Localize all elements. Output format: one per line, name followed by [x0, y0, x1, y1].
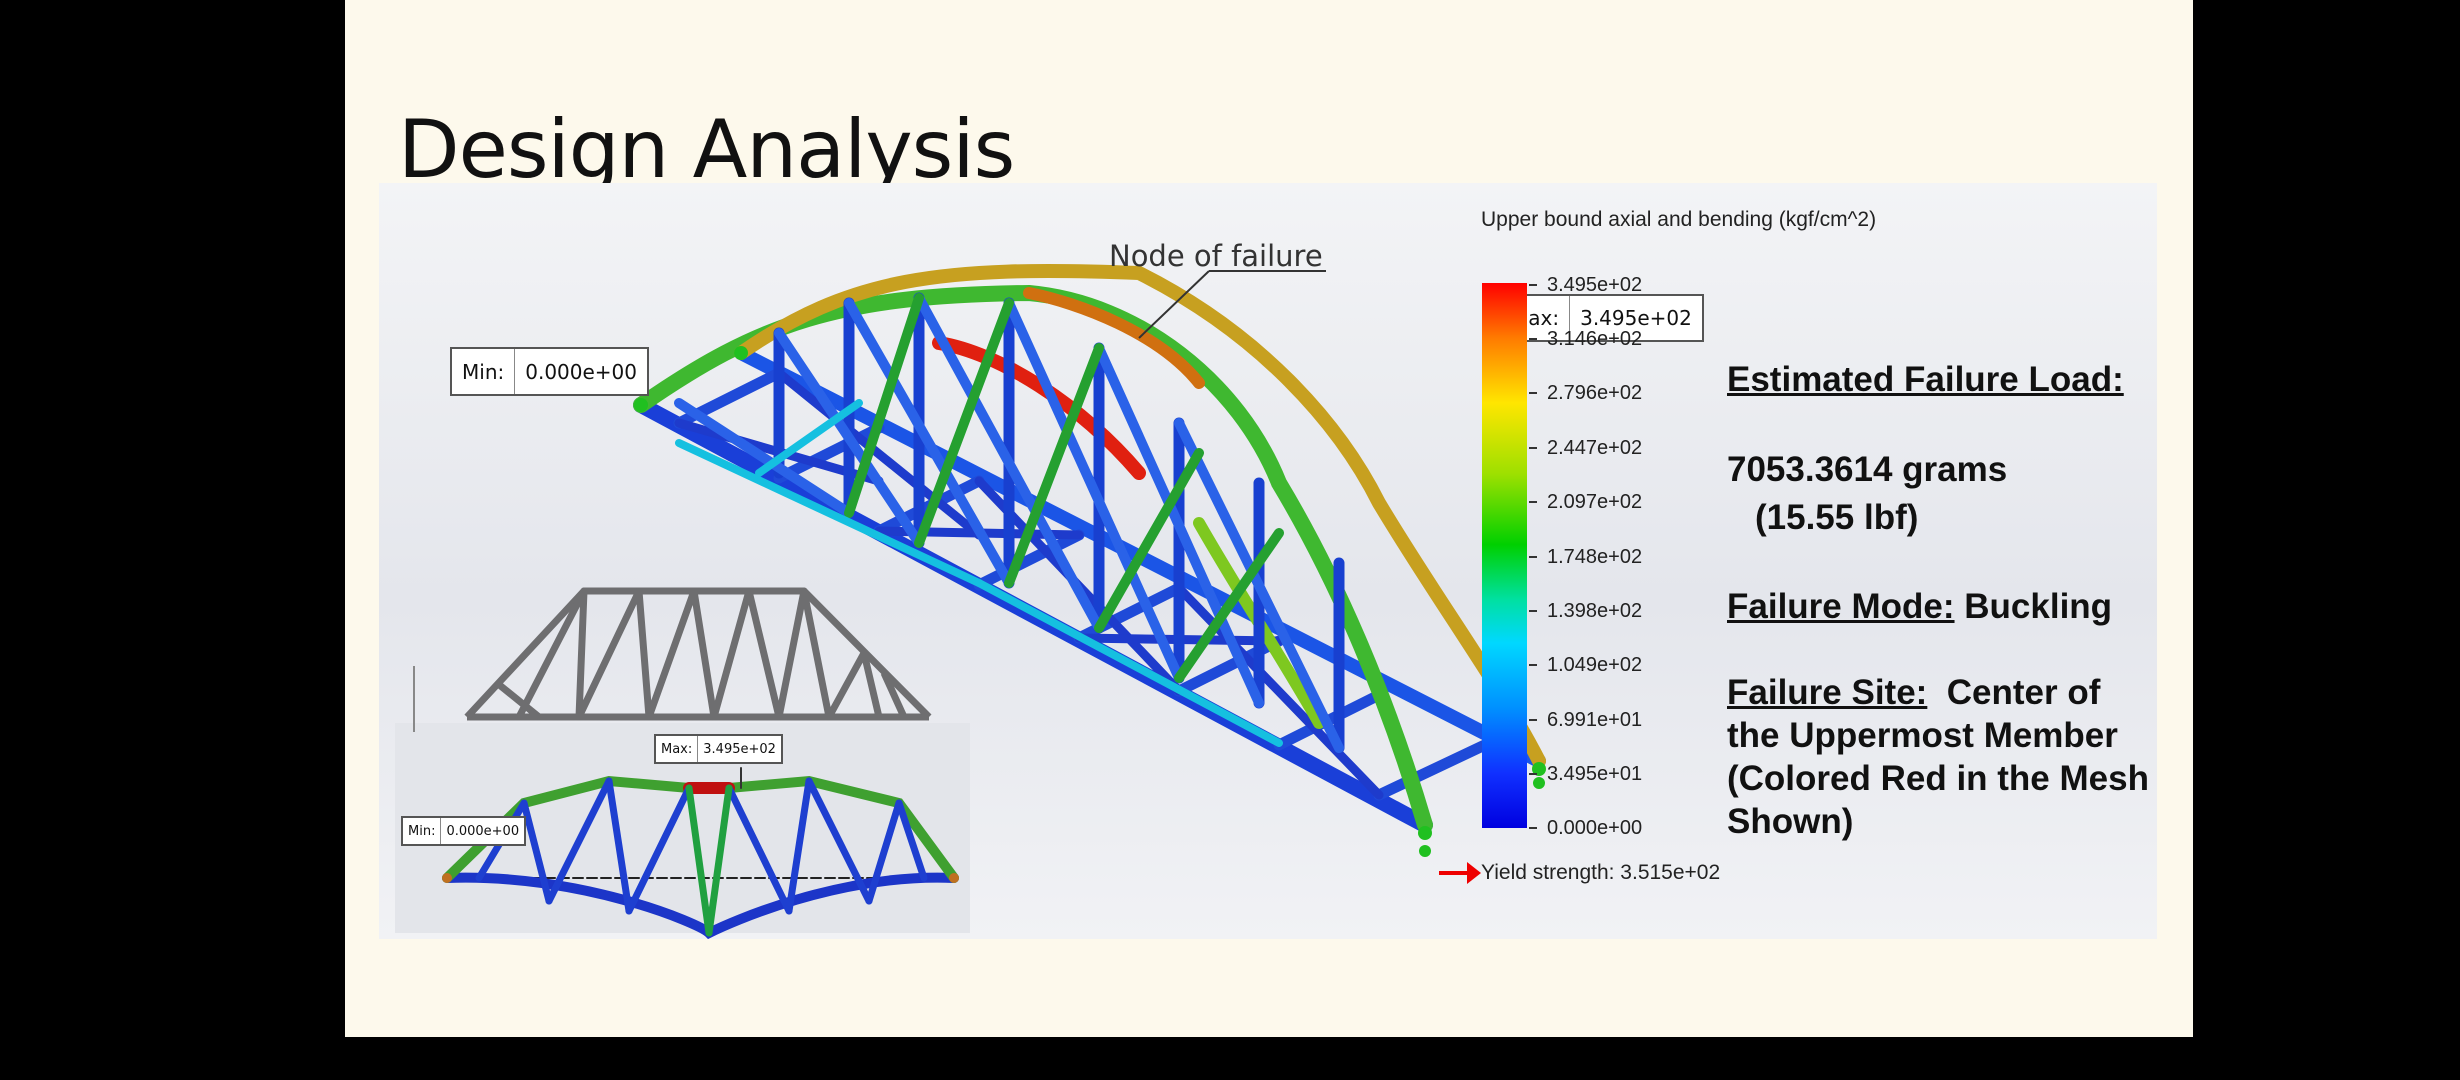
failure-site-line1: Center of — [1927, 673, 2101, 712]
failure-site-line3: (Colored Red in the Mesh — [1727, 759, 2149, 798]
legend-tick: 3.146e+02 — [1529, 327, 1749, 351]
legend-tick: 2.097e+02 — [1529, 490, 1749, 514]
min-value-box: Min: 0.000e+00 — [450, 347, 650, 396]
legend-tick: 0.000e+00 — [1529, 816, 1749, 840]
legend-tick: 3.495e+01 — [1529, 762, 1749, 786]
failure-mode-value: Buckling — [1954, 587, 2113, 626]
failure-load-lbf: (15.55 lbf) — [1755, 498, 1919, 537]
small-max-label: Max: — [656, 736, 699, 762]
divider-mark — [413, 666, 415, 732]
small-min-label: Min: — [403, 818, 442, 844]
legend-tick: 2.796e+02 — [1529, 381, 1749, 405]
failure-site-heading: Failure Site: — [1727, 673, 1928, 712]
failure-mode: Failure Mode: Buckling — [1727, 585, 2112, 628]
failure-site: Failure Site: Center of the Uppermost Me… — [1727, 671, 2149, 843]
min-value: 0.000e+00 — [525, 359, 638, 384]
small-min-value: 0.000e+00 — [446, 823, 520, 839]
legend-tick: 1.049e+02 — [1529, 653, 1749, 677]
bridge-render — [395, 263, 1546, 939]
legend-tick: 1.398e+02 — [1529, 599, 1749, 623]
max-value-box: Max: 3.495e+02 — [1499, 294, 1704, 342]
min-label: Min: — [452, 349, 516, 394]
color-scale-bar — [1482, 283, 1527, 828]
legend-tick: 1.748e+02 — [1529, 545, 1749, 569]
truss-3d — [633, 263, 1546, 857]
legend-tick: 6.991e+01 — [1529, 708, 1749, 732]
failure-site-line4: Shown) — [1727, 802, 1854, 841]
failure-mode-heading: Failure Mode: — [1727, 587, 1955, 626]
page-title: Design Analysis — [398, 103, 1015, 196]
failure-load-grams: 7053.3614 grams — [1727, 450, 2008, 489]
small-max-value: 3.495e+02 — [703, 741, 776, 757]
slide: Design Analysis — [345, 0, 2193, 1037]
yield-strength-text: Yield strength: 3.515e+02 — [1481, 861, 1721, 884]
failure-site-line2: the Uppermost Member — [1727, 716, 2118, 755]
analysis-panel: Min: 0.000e+00 Max: 3.495e+02 Node of fa… — [379, 183, 2157, 939]
red-arrow-icon — [1439, 862, 1481, 884]
small-max-box: Max: 3.495e+02 — [654, 734, 783, 764]
failure-load-heading: Estimated Failure Load: — [1727, 360, 2124, 399]
small-min-box: Min: 0.000e+00 — [401, 816, 527, 846]
max-value: 3.495e+02 — [1580, 306, 1692, 330]
node-of-failure-label: Node of failure — [1109, 239, 1323, 273]
legend-tick: 2.447e+02 — [1529, 436, 1749, 460]
legend-tick: 3.495e+02 — [1529, 273, 1749, 297]
legend-title: Upper bound axial and bending (kgf/cm^2) — [1481, 208, 1877, 231]
node-leader-line — [1138, 270, 1210, 339]
wireframe-truss — [464, 587, 932, 721]
yield-strength: Yield strength: 3.515e+02 — [1439, 861, 1720, 885]
